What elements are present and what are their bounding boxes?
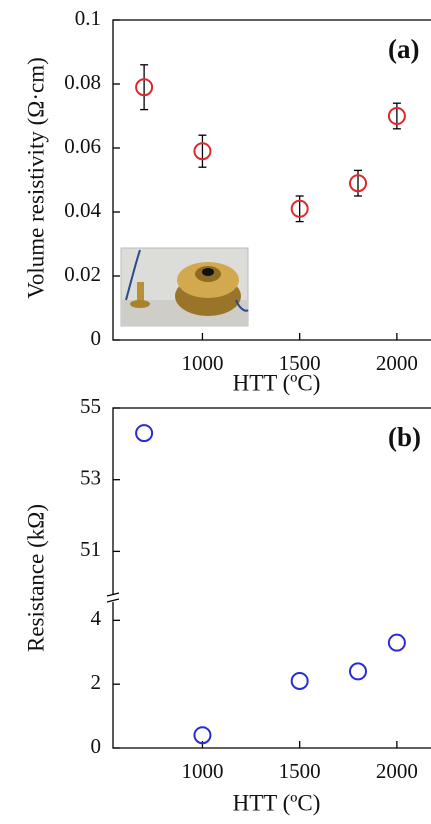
y-tick-label: 0.1: [75, 6, 101, 30]
marker: [193, 142, 212, 161]
marker: [387, 107, 406, 125]
y-tick-label: 0.06: [64, 134, 101, 158]
marker: [135, 424, 154, 443]
marker: [349, 174, 367, 193]
x-tick-label: 1500: [279, 759, 321, 783]
x-tick-label: 1000: [181, 351, 223, 375]
marker: [290, 671, 309, 690]
x-tick-label: 2000: [376, 759, 418, 783]
inset-photo: [120, 247, 249, 327]
error-bar: [198, 134, 207, 168]
marker: [290, 199, 309, 218]
y-tick-label: 0: [91, 326, 102, 350]
marker: [135, 78, 154, 97]
marker: [387, 633, 406, 652]
y-tick-label: 0.02: [64, 262, 101, 286]
x-tick-label: 1000: [181, 759, 223, 783]
y-tick-label: 53: [80, 466, 101, 490]
y-tick-label: 2: [91, 670, 102, 694]
y-tick-label: 51: [80, 537, 101, 561]
y-tick-label: 4: [91, 606, 102, 630]
marker: [349, 662, 367, 681]
axis-break: [106, 598, 120, 603]
axis-frame: [112, 407, 431, 749]
x-axis-label: HTT (ºC): [233, 790, 321, 815]
error-bar: [140, 64, 149, 111]
x-tick-label: 2000: [376, 351, 418, 375]
axis-break: [106, 592, 120, 597]
panel-label: (a): [388, 34, 419, 64]
y-tick-label: 0.04: [64, 198, 101, 222]
y-tick-label: 0.08: [64, 70, 101, 94]
y-tick-label: 0: [91, 734, 102, 758]
x-axis-label: HTT (ºC): [233, 370, 321, 395]
panel-label: (b): [388, 422, 421, 452]
marker: [193, 726, 212, 745]
y-axis-label: Resistance (kΩ): [23, 504, 48, 652]
axis-frame: [112, 19, 431, 341]
y-axis-label: Volume resistivity (Ω·cm): [23, 57, 48, 299]
x-tick-label: 1500: [279, 351, 321, 375]
y-tick-label: 55: [80, 394, 101, 418]
axis-break-gap: [107, 594, 119, 602]
